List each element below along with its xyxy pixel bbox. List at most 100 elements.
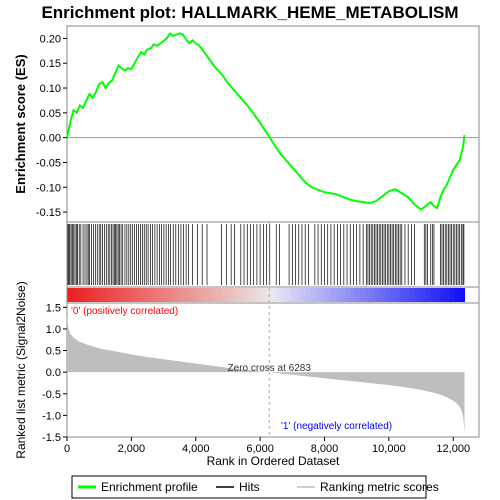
rank-color-segment — [146, 288, 152, 302]
x-tick-label: 12,000 — [436, 443, 470, 455]
rank-color-segment — [275, 288, 282, 302]
legend-label: Enrichment profile — [101, 480, 198, 494]
rank-color-segment — [265, 288, 272, 302]
rank-color-segment — [404, 288, 411, 302]
rank-color-segment — [191, 288, 197, 302]
legend-label: Hits — [239, 480, 260, 494]
rank-color-segment — [111, 288, 118, 302]
x-tick-label: 6,000 — [246, 443, 274, 455]
rank-color-segment — [216, 288, 222, 302]
es-panel-frame — [66, 25, 480, 223]
rank-color-segment — [399, 288, 406, 302]
rank-color-segment — [211, 288, 217, 302]
hits-panel-frame — [66, 221, 480, 288]
legend: Enrichment profile Hits Ranking metric sco… — [78, 480, 439, 494]
ranking-panel-axis: -1.5 -1.0 -0.5 0.0 0.5 1.0 1.5 — [42, 302, 67, 444]
rank-color-segment — [439, 288, 446, 302]
rank-color-segment — [206, 288, 212, 302]
rank-color-segment — [171, 288, 177, 302]
rank-color-segment — [419, 288, 426, 302]
rank-color-segment — [434, 288, 441, 302]
rank-color-segment — [186, 288, 192, 302]
rank-color-segment — [201, 288, 207, 302]
rank-color-segment — [126, 288, 133, 302]
rank-color-segment — [270, 288, 277, 302]
rank-color-segment — [305, 288, 311, 302]
rank-color-segment — [330, 288, 336, 302]
rank-color-segment — [250, 288, 257, 302]
rank-color-segment — [230, 288, 237, 302]
x-axis: 0 2,000 4,000 6,000 8,000 10,000 12,000 — [64, 437, 470, 455]
es-ytick-label: 0.15 — [40, 58, 61, 70]
rank-color-segment — [131, 288, 138, 302]
legend-frame — [71, 475, 427, 499]
es-ytick-label: 0.00 — [40, 133, 61, 145]
rank-color-segment — [310, 288, 316, 302]
rank-color-segment — [355, 288, 361, 302]
rank-color-segment — [315, 288, 321, 302]
es-panel-axis: -0.15 -0.10 -0.05 0.00 0.05 0.10 0.15 0.20 — [36, 33, 479, 219]
rank-color-segment — [285, 288, 292, 302]
rank-ytick-label: -0.5 — [42, 389, 61, 401]
rank-color-segment — [71, 288, 78, 302]
rank-color-segment — [176, 288, 182, 302]
rank-color-segment — [360, 288, 366, 302]
rank-ytick-label: 0.5 — [46, 346, 61, 358]
rank-color-segment — [76, 288, 83, 302]
rank-color-segment — [121, 288, 128, 302]
rank-color-segment — [181, 288, 187, 302]
es-ytick-label: 0.20 — [40, 33, 61, 45]
rank-color-segment — [161, 288, 167, 302]
rank-color-segment — [240, 288, 247, 302]
rank-color-segment — [414, 288, 421, 302]
rank-color-segment — [96, 288, 103, 302]
ranking-ylabel: Ranked list metric (Signal2Noise) — [14, 281, 28, 458]
rank-ytick-label: 1.5 — [46, 302, 61, 314]
es-ytick-label: -0.10 — [36, 182, 61, 194]
rank-color-segment — [101, 288, 108, 302]
rank-color-segment — [67, 288, 73, 302]
rank-ytick-label: 0.0 — [46, 367, 61, 379]
rank-color-segment — [459, 288, 466, 302]
rank-color-segment — [221, 288, 227, 302]
rank-color-segment — [370, 288, 376, 302]
x-tick-label: 4,000 — [182, 443, 210, 455]
rank-color-segment — [375, 288, 381, 302]
rank-color-segment — [260, 288, 267, 302]
rank-ytick-label: -1.0 — [42, 410, 61, 422]
rank-color-segment — [81, 288, 88, 302]
es-ytick-label: 0.10 — [40, 83, 61, 95]
rank-color-segment — [365, 288, 371, 302]
rank-color-segment — [196, 288, 202, 302]
es-ytick-label: 0.05 — [40, 108, 61, 120]
negative-correlation-label: '1' (negatively correlated) — [281, 421, 392, 432]
positive-correlation-label: '0' (positively correlated) — [71, 306, 178, 317]
rank-color-segment — [166, 288, 172, 302]
rank-color-segment — [389, 288, 396, 302]
x-tick-label: 0 — [64, 443, 70, 455]
rank-color-segment — [86, 288, 93, 302]
rank-color-segment — [385, 288, 391, 302]
rank-color-segment — [295, 288, 302, 302]
x-tick-label: 2,000 — [118, 443, 146, 455]
rank-ytick-label: -1.5 — [42, 432, 61, 444]
rank-color-segment — [345, 288, 351, 302]
rank-color-segment — [449, 288, 456, 302]
rank-color-segment — [280, 288, 287, 302]
hits-group — [67, 224, 465, 285]
rank-color-segment — [245, 288, 252, 302]
enrichment-profile-line — [66, 31, 466, 211]
rank-color-segment — [429, 288, 436, 302]
rank-color-segment — [255, 288, 262, 302]
rank-color-segment — [106, 288, 113, 302]
rank-color-segment — [340, 288, 346, 302]
es-ytick-label: -0.15 — [36, 207, 61, 219]
rank-color-segment — [394, 288, 401, 302]
rank-color-segment — [235, 288, 242, 302]
rank-color-segment — [424, 288, 431, 302]
rank-color-segment — [444, 288, 451, 302]
es-ytick-label: -0.05 — [36, 157, 61, 169]
x-tick-label: 8,000 — [311, 443, 339, 455]
rank-color-segment — [290, 288, 297, 302]
